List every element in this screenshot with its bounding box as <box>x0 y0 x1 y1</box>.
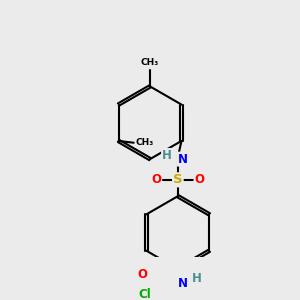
Text: O: O <box>137 268 147 281</box>
Text: N: N <box>178 277 188 290</box>
Text: H: H <box>192 272 202 285</box>
Text: O: O <box>151 173 161 186</box>
Text: CH₃: CH₃ <box>136 138 154 147</box>
Text: N: N <box>178 153 188 166</box>
Text: O: O <box>195 173 205 186</box>
Text: H: H <box>162 149 172 162</box>
Text: S: S <box>173 173 183 186</box>
Text: CH₃: CH₃ <box>141 58 159 67</box>
Text: Cl: Cl <box>138 288 151 300</box>
